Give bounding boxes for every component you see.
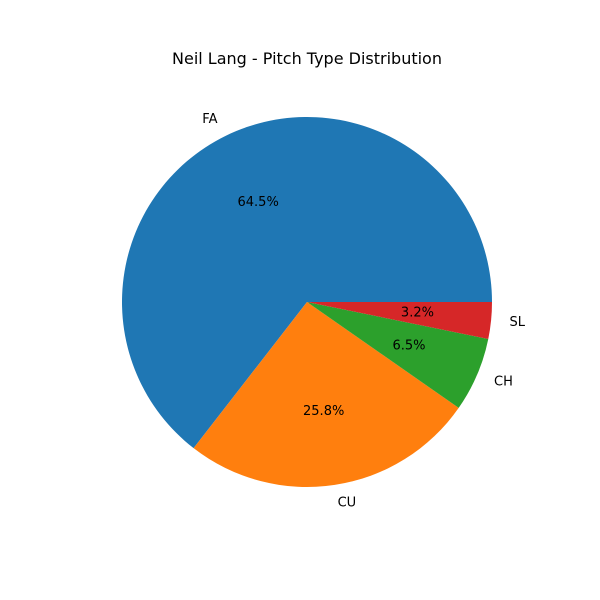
slice-label-sl: SL — [509, 315, 525, 330]
pct-label-fa: 64.5% — [238, 195, 279, 210]
pie-slice-fa — [121, 117, 493, 449]
pct-label-ch: 6.5% — [392, 338, 425, 353]
slice-label-ch: CH — [494, 375, 513, 390]
pie-slice-sl — [307, 302, 492, 339]
pie-slice-cu — [193, 302, 459, 487]
pie-slices — [121, 117, 493, 487]
pct-label-sl: 3.2% — [401, 306, 434, 321]
slice-label-fa: FA — [202, 112, 217, 127]
chart-title: Neil Lang - Pitch Type Distribution — [172, 49, 442, 68]
slice-label-cu: CU — [338, 496, 357, 511]
pie-labels: FA 64.5% CU 25.8% CH 6.5% SL 3.2% — [202, 112, 525, 511]
pct-label-cu: 25.8% — [303, 404, 344, 419]
pie-slice-ch — [307, 302, 489, 408]
